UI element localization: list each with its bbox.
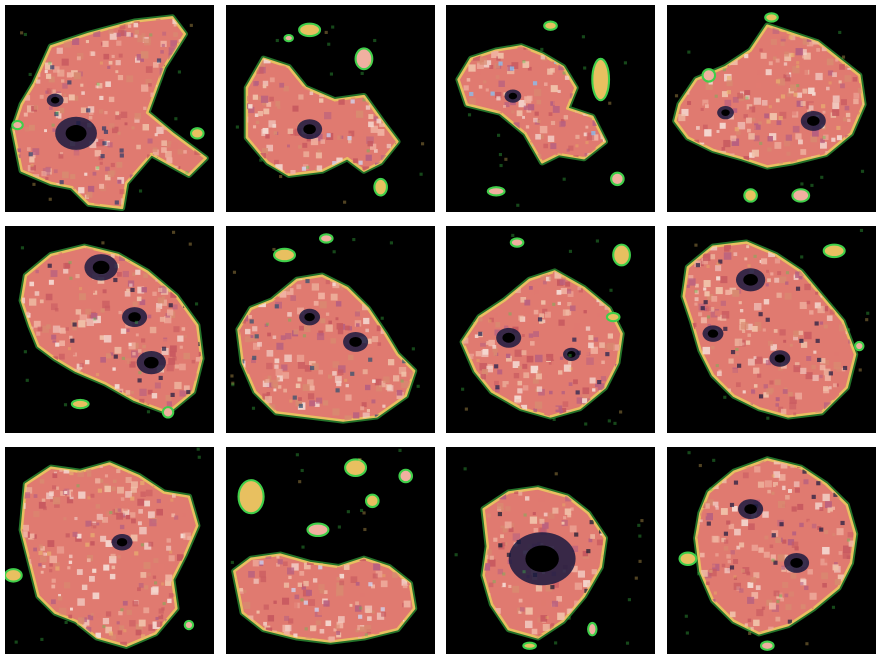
sample-image — [18, 230, 205, 419]
sample-image-tile — [446, 226, 655, 433]
blob-fragment — [701, 68, 717, 83]
blob-fragment — [283, 33, 294, 43]
blob-fragment — [298, 22, 322, 38]
blob-fragment — [5, 568, 23, 583]
sample-image — [10, 14, 209, 211]
sample-image — [455, 20, 627, 207]
blob-fragment — [486, 186, 506, 197]
sample-image-tile — [667, 226, 876, 433]
blob-fragment — [183, 619, 195, 631]
blob-fragment — [764, 12, 779, 23]
blob-fragment — [543, 20, 558, 31]
sample-image-tile — [5, 226, 214, 433]
blob-fragment — [189, 127, 205, 140]
blob-fragment — [678, 551, 698, 567]
sample-image-tile — [226, 226, 435, 433]
blob-fragment — [605, 311, 621, 323]
sample-image — [230, 233, 420, 424]
blob-fragment — [306, 522, 330, 538]
blob-fragment — [587, 621, 598, 637]
sample-image-tile — [667, 447, 876, 654]
blob-fragment — [791, 188, 811, 203]
sample-image-tile — [226, 5, 435, 212]
sample-image — [235, 22, 425, 204]
sample-image-tile — [226, 447, 435, 654]
blob-fragment — [398, 468, 414, 484]
blob-fragment — [522, 641, 537, 650]
sample-image — [459, 233, 631, 426]
sample-image-tile — [446, 447, 655, 654]
sample-image-tile — [5, 5, 214, 212]
blob-fragment — [11, 119, 24, 131]
blob-fragment — [760, 640, 775, 651]
blob-fragment — [610, 171, 625, 187]
sample-image — [678, 451, 859, 651]
blob-fragment — [373, 177, 388, 197]
blob-fragment — [612, 243, 631, 267]
blob-fragment — [161, 406, 175, 419]
sample-image-tile — [446, 5, 655, 212]
blob-fragment — [509, 237, 525, 248]
blob-fragment — [273, 247, 297, 263]
blob-fragment — [70, 398, 90, 410]
blob-fragment — [591, 57, 611, 102]
sample-image — [454, 467, 644, 650]
blob-fragment — [854, 340, 865, 352]
sample-image-tile — [667, 5, 876, 212]
sample-image — [680, 228, 870, 420]
blob-fragment — [364, 493, 380, 509]
blob-fragment — [354, 47, 374, 71]
blob-fragment — [743, 188, 758, 203]
sample-image — [5, 447, 201, 649]
sample-image — [672, 12, 867, 203]
sample-image — [230, 448, 418, 645]
blob-fragment — [344, 458, 368, 478]
blob-fragment — [822, 243, 846, 259]
blob-body — [233, 553, 416, 643]
blob-fragment — [237, 479, 265, 515]
blob-fragment — [319, 233, 334, 244]
sample-image-tile — [5, 447, 214, 654]
